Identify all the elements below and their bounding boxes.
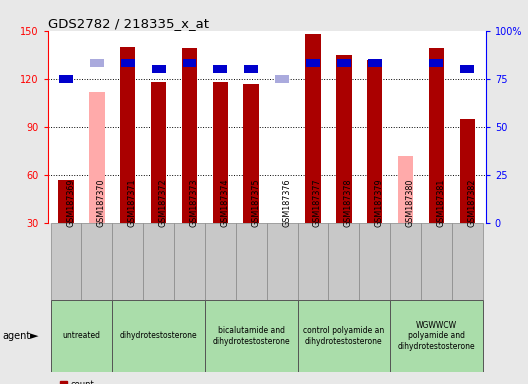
Bar — [112, 300, 205, 372]
Text: GSM187370: GSM187370 — [97, 178, 106, 227]
Bar — [174, 223, 205, 300]
Text: GSM187376: GSM187376 — [282, 178, 291, 227]
Bar — [460, 65, 474, 73]
Bar — [297, 300, 390, 372]
Text: GDS2782 / 218335_x_at: GDS2782 / 218335_x_at — [48, 17, 209, 30]
Bar — [51, 223, 81, 300]
Bar — [152, 65, 166, 73]
Text: GSM187374: GSM187374 — [220, 178, 229, 227]
Bar — [205, 300, 297, 372]
Bar — [183, 60, 196, 67]
Bar — [267, 223, 297, 300]
Bar — [337, 60, 351, 67]
Bar — [359, 223, 390, 300]
Bar — [297, 223, 328, 300]
Bar — [429, 60, 444, 67]
Bar — [112, 223, 143, 300]
Bar — [305, 34, 320, 223]
Text: untreated: untreated — [62, 331, 100, 341]
Text: GSM187375: GSM187375 — [251, 178, 260, 227]
Bar — [51, 300, 112, 372]
Bar — [390, 223, 421, 300]
Text: GSM187379: GSM187379 — [375, 178, 384, 227]
Bar — [243, 84, 259, 223]
Bar — [213, 65, 227, 73]
Bar — [205, 223, 236, 300]
Text: GSM187381: GSM187381 — [436, 178, 446, 227]
Bar — [459, 119, 475, 223]
Bar — [81, 223, 112, 300]
Text: GSM187372: GSM187372 — [158, 178, 167, 227]
Text: GSM187371: GSM187371 — [128, 178, 137, 227]
Text: GSM187378: GSM187378 — [344, 178, 353, 227]
Bar — [90, 60, 104, 67]
Text: bicalutamide and
dihydrotestosterone: bicalutamide and dihydrotestosterone — [212, 326, 290, 346]
Bar — [120, 47, 136, 223]
Bar — [236, 223, 267, 300]
Bar — [429, 48, 444, 223]
Bar — [367, 60, 382, 223]
Bar — [398, 156, 413, 223]
Bar — [151, 82, 166, 223]
Bar — [182, 48, 197, 223]
Bar — [213, 82, 228, 223]
Bar — [89, 91, 105, 223]
Bar — [244, 65, 258, 73]
Bar — [452, 223, 483, 300]
Bar — [336, 55, 352, 223]
Bar — [275, 75, 289, 83]
Text: control polyamide an
dihydrotestosterone: control polyamide an dihydrotestosterone — [303, 326, 384, 346]
Text: GSM187377: GSM187377 — [313, 178, 322, 227]
Text: agent: agent — [3, 331, 31, 341]
Bar — [328, 223, 359, 300]
Text: dihydrotestosterone: dihydrotestosterone — [120, 331, 197, 341]
Text: WGWWCW
polyamide and
dihydrotestosterone: WGWWCW polyamide and dihydrotestosterone — [398, 321, 475, 351]
Text: GSM187369: GSM187369 — [66, 178, 75, 227]
Bar — [143, 223, 174, 300]
Text: GSM187373: GSM187373 — [190, 178, 199, 227]
Text: GSM187380: GSM187380 — [406, 178, 414, 227]
Text: ►: ► — [30, 331, 39, 341]
Legend: count, percentile rank within the sample, value, Detection Call = ABSENT, rank, : count, percentile rank within the sample… — [60, 381, 212, 384]
Bar — [306, 60, 320, 67]
Bar — [421, 223, 452, 300]
Bar — [390, 300, 483, 372]
Bar — [121, 60, 135, 67]
Text: GSM187382: GSM187382 — [467, 178, 476, 227]
Bar — [367, 60, 382, 67]
Bar — [59, 75, 73, 83]
Bar — [58, 180, 74, 223]
